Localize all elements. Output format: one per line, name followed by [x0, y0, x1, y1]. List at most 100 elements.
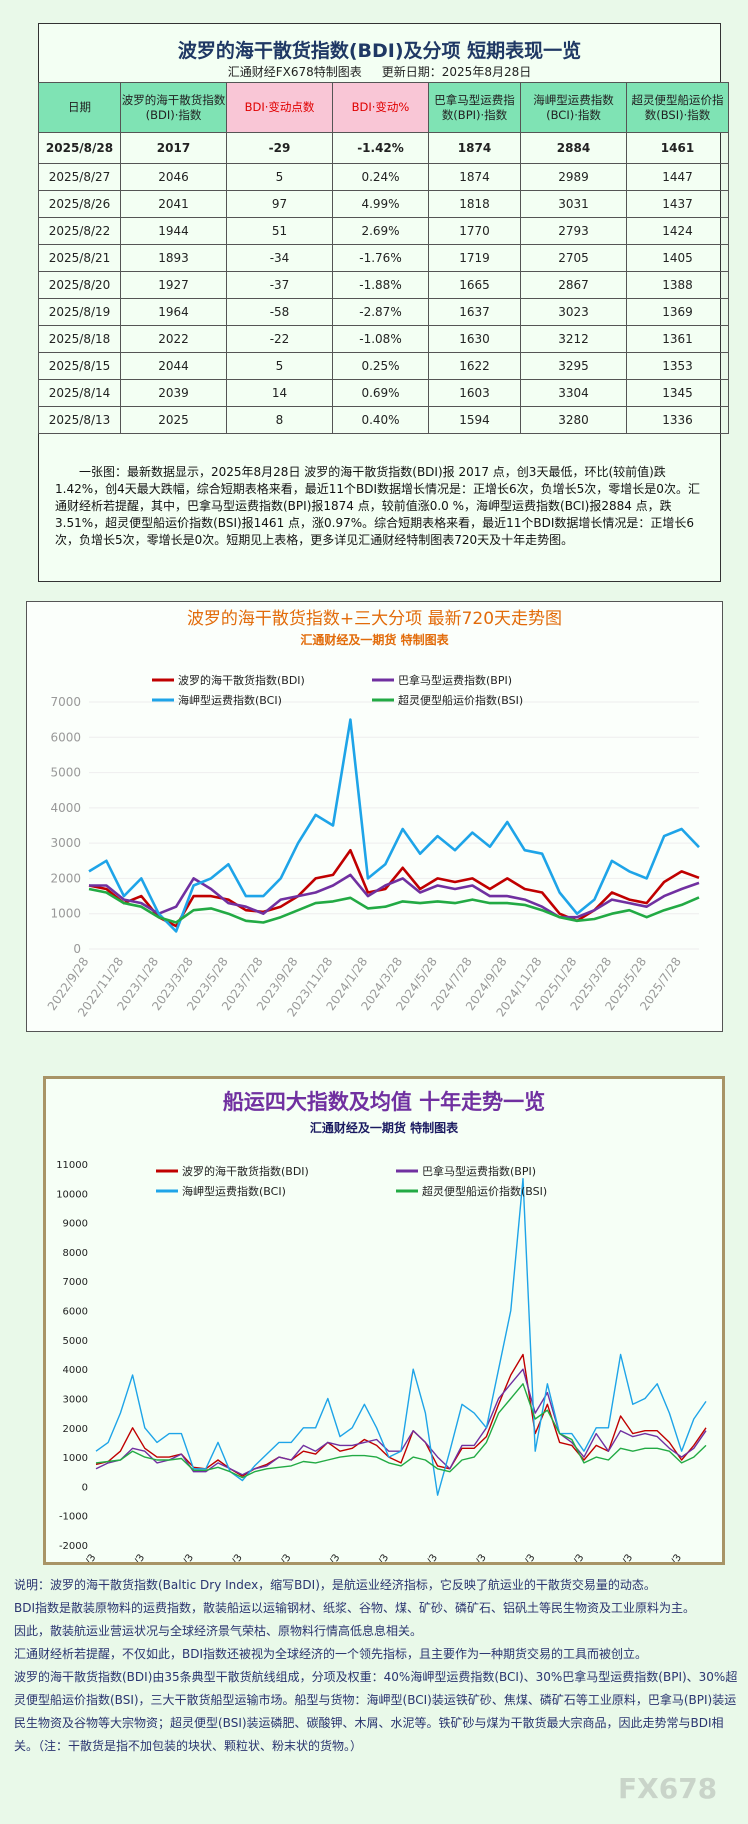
table-cell: 2025/8/15	[38, 352, 121, 380]
header-cell: 巴拿马型运费指数(BPI)·指数	[428, 82, 521, 133]
y-tick-label: 1000	[63, 1453, 88, 1464]
table-cell: 3295	[520, 352, 627, 380]
table-cell: 1964	[120, 298, 227, 326]
y-tick-label: 4000	[50, 801, 81, 815]
table-cell: 1336	[626, 406, 729, 434]
y-tick-label: 3000	[50, 836, 81, 850]
y-tick-label: 6000	[50, 730, 81, 744]
table-cell: 1461	[626, 132, 729, 164]
legend-label: 超灵便型船运价指数(BSI)	[422, 1184, 547, 1198]
table-row: 2025/8/18 2022 -22 -1.08% 1630 3212 1361	[38, 325, 729, 353]
table-subtitle: 汇通财经FX678特制图表 更新日期：2025年8月28日	[39, 62, 720, 82]
header-cell: 海岬型运费指数(BCI)·指数	[520, 82, 627, 133]
table-cell: 3280	[520, 406, 627, 434]
table-cell: 2022	[120, 325, 227, 353]
table-cell: 1388	[626, 271, 729, 299]
table-cell: 2793	[520, 217, 627, 245]
table-cell: 2039	[120, 379, 227, 407]
table-cell: -29	[226, 132, 333, 164]
table-cell: 2041	[120, 190, 227, 218]
table-cell: 3304	[520, 379, 627, 407]
chart-title: 波罗的海干散货指数+三大分项 最新720天走势图	[187, 609, 562, 629]
table-cell: -1.08%	[332, 325, 429, 353]
x-tick-label: 2025/1/3	[649, 1552, 684, 1565]
table-row: 2025/8/27 2046 5 0.24% 1874 2989 1447	[38, 163, 729, 191]
x-tick-label: 2014/1/3	[112, 1552, 147, 1565]
legend-label: 巴拿马型运费指数(BPI)	[398, 673, 512, 687]
header-cell: 波罗的海干散货指数(BDI)·指数	[120, 82, 227, 133]
table-cell: -34	[226, 244, 333, 272]
series-line	[89, 873, 700, 919]
table-cell: 2025/8/14	[38, 379, 121, 407]
x-tick-label: 2023/1/3	[552, 1552, 587, 1565]
table-cell: 2025/8/13	[38, 406, 121, 434]
table-row: 2025/8/20 1927 -37 -1.88% 1665 2867 1388	[38, 271, 729, 299]
header-cell: BDI·变动点数	[226, 82, 333, 133]
y-tick-label: 6000	[63, 1307, 88, 1318]
note-line: 因此，散装航运业营运状况与全球经济景气荣枯、原物料行情高低息息相关。	[14, 1624, 423, 1638]
chart-subtitle: 汇通财经及一期货 特制图表	[300, 632, 449, 647]
series-line	[95, 1383, 707, 1479]
table-cell: 1944	[120, 217, 227, 245]
table-cell: 0.40%	[332, 406, 429, 434]
table-cell: 1622	[428, 352, 521, 380]
table-cell: 1874	[428, 163, 521, 191]
legend-label: 超灵便型船运价指数(BSI)	[398, 693, 523, 707]
y-tick-label: 7000	[50, 695, 81, 709]
table-cell: -1.42%	[332, 132, 429, 164]
table-cell: 1665	[428, 271, 521, 299]
x-tick-label: 2022/1/3	[503, 1552, 538, 1565]
table-cell: 1447	[626, 163, 729, 191]
table-cell: 2867	[520, 271, 627, 299]
y-tick-label: 2000	[50, 871, 81, 885]
y-tick-label: 3000	[63, 1394, 88, 1405]
table-cell: 1345	[626, 379, 729, 407]
table-row: 2025/8/15 2044 5 0.25% 1622 3295 1353	[38, 352, 729, 380]
table-cell: 2025/8/20	[38, 271, 121, 299]
y-tick-label: 2000	[63, 1424, 88, 1435]
table-cell: 2025	[120, 406, 227, 434]
table-cell: -58	[226, 298, 333, 326]
y-tick-label: 8000	[63, 1248, 88, 1259]
note-line: 汇通财经析若提醒，不仅如此，BDI指数还被视为全球经济的一个领先指标，且主要作为…	[14, 1647, 648, 1661]
x-tick-label: 2015/1/3	[161, 1552, 196, 1565]
table-row: 2025/8/28 2017 -29 -1.42% 1874 2884 1461	[38, 132, 729, 164]
table-cell: 1927	[120, 271, 227, 299]
table-cell: 2025/8/19	[38, 298, 121, 326]
table-cell: 3023	[520, 298, 627, 326]
table-row: 2025/8/26 2041 97 4.99% 1818 3031 1437	[38, 190, 729, 218]
note-line: 说明：波罗的海干散货指数(Baltic Dry Index，缩写BDI)，是航运…	[14, 1578, 656, 1592]
table-cell: 1369	[626, 298, 729, 326]
x-tick-label: 2020/1/3	[405, 1552, 440, 1565]
legend-label: 波罗的海干散货指数(BDI)	[182, 1164, 309, 1178]
table-cell: 1818	[428, 190, 521, 218]
table-cell: 1594	[428, 406, 521, 434]
table-cell: 2046	[120, 163, 227, 191]
y-tick-label: 1000	[50, 907, 81, 921]
chart-subtitle: 汇通财经及一期货 特制图表	[310, 1120, 459, 1135]
chart-title: 船运四大指数及均值 十年走势一览	[223, 1090, 545, 1114]
table-cell: 1874	[428, 132, 521, 164]
series-line	[95, 1353, 707, 1477]
y-tick-label: 5000	[50, 766, 81, 780]
table-cell: 0.25%	[332, 352, 429, 380]
table-cell: -22	[226, 325, 333, 353]
table-cell: 2017	[120, 132, 227, 164]
watermark: FX678	[618, 1772, 718, 1805]
y-tick-label: 11000	[56, 1160, 88, 1171]
table-cell: 2989	[520, 163, 627, 191]
notes: 说明：波罗的海干散货指数(Baltic Dry Index，缩写BDI)，是航运…	[14, 1574, 738, 1758]
table-cell: 1719	[428, 244, 521, 272]
series-line	[88, 718, 700, 933]
table-cell: 1630	[428, 325, 521, 353]
table-cell: -37	[226, 271, 333, 299]
series-line	[88, 887, 700, 924]
table-row: 2025/8/21 1893 -34 -1.76% 1719 2705 1405	[38, 244, 729, 272]
table-cell: 0.24%	[332, 163, 429, 191]
note-line: BDI指数是散装原物料的运费指数，散装船运以运输钢材、纸浆、谷物、煤、矿砂、磷矿…	[14, 1601, 696, 1615]
table-row: 2025/8/13 2025 8 0.40% 1594 3280 1336	[38, 406, 729, 434]
x-tick-label: 2024/1/3	[600, 1552, 635, 1565]
table-cell: 5	[226, 163, 333, 191]
header-cell: 超灵便型船运价指数(BSI)·指数	[626, 82, 729, 133]
